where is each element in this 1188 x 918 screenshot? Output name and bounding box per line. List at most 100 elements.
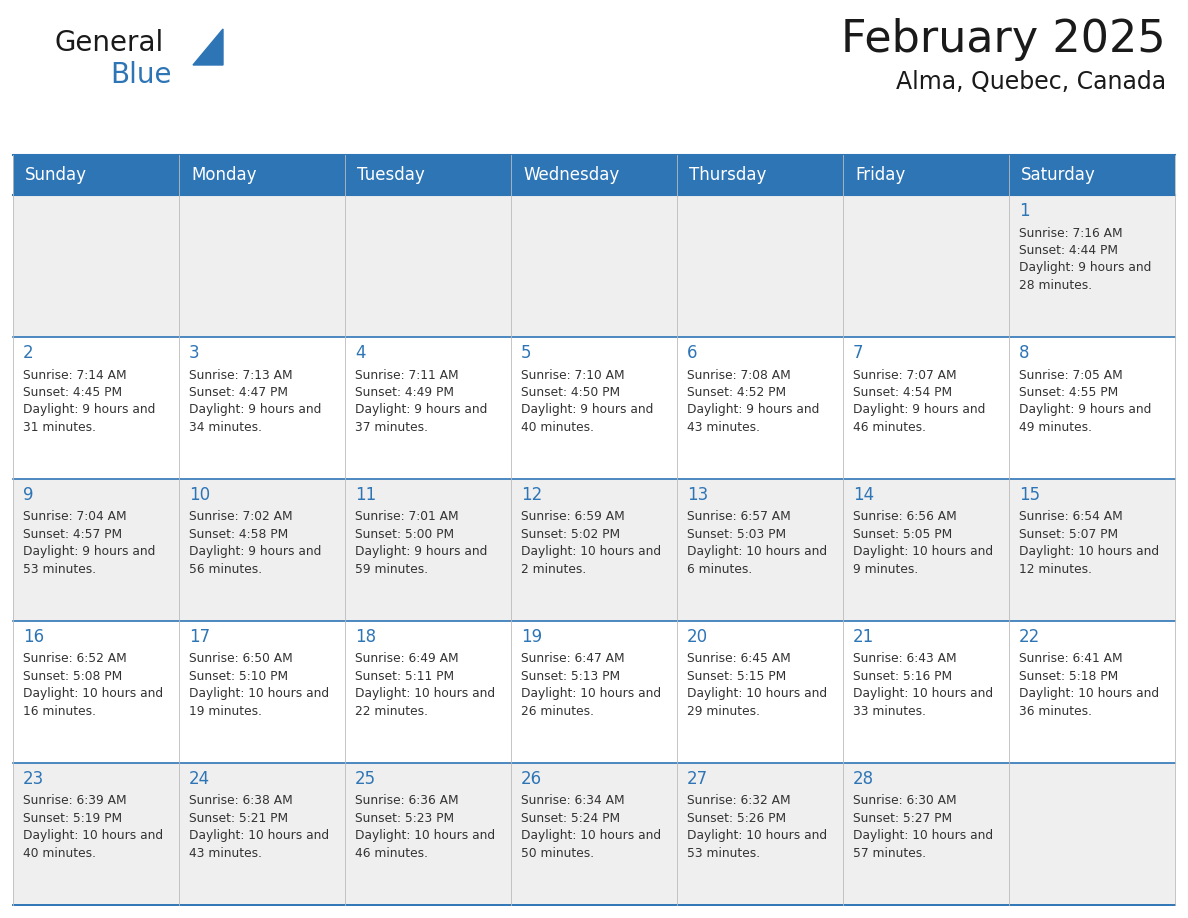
Text: Sunset: 4:49 PM: Sunset: 4:49 PM <box>355 386 454 399</box>
Text: Sunrise: 6:39 AM: Sunrise: 6:39 AM <box>23 794 127 808</box>
Text: 37 minutes.: 37 minutes. <box>355 421 428 434</box>
Text: Sunset: 5:16 PM: Sunset: 5:16 PM <box>853 670 952 683</box>
Bar <box>13 763 179 905</box>
Text: Daylight: 10 hours and: Daylight: 10 hours and <box>23 830 163 843</box>
Bar <box>511 763 677 905</box>
Text: Daylight: 10 hours and: Daylight: 10 hours and <box>687 830 827 843</box>
Text: Daylight: 10 hours and: Daylight: 10 hours and <box>23 688 163 700</box>
Bar <box>345 337 511 479</box>
Text: 10: 10 <box>189 486 210 504</box>
Bar <box>677 763 843 905</box>
Text: 2 minutes.: 2 minutes. <box>522 563 586 576</box>
Text: Daylight: 9 hours and: Daylight: 9 hours and <box>522 404 653 417</box>
Text: 21: 21 <box>853 628 874 646</box>
Text: 1: 1 <box>1019 202 1030 220</box>
Text: 12: 12 <box>522 486 542 504</box>
Text: 59 minutes.: 59 minutes. <box>355 563 428 576</box>
Text: Sunrise: 6:45 AM: Sunrise: 6:45 AM <box>687 653 791 666</box>
Text: Sunset: 5:26 PM: Sunset: 5:26 PM <box>687 812 786 825</box>
Text: 22: 22 <box>1019 628 1041 646</box>
Text: Daylight: 10 hours and: Daylight: 10 hours and <box>522 688 662 700</box>
Text: 53 minutes.: 53 minutes. <box>23 563 96 576</box>
Text: Sunset: 5:18 PM: Sunset: 5:18 PM <box>1019 670 1118 683</box>
Text: Daylight: 10 hours and: Daylight: 10 hours and <box>522 830 662 843</box>
Bar <box>843 763 1009 905</box>
Text: Sunset: 4:52 PM: Sunset: 4:52 PM <box>687 386 786 399</box>
Text: 14: 14 <box>853 486 874 504</box>
Text: Sunrise: 7:08 AM: Sunrise: 7:08 AM <box>687 368 791 382</box>
Text: Sunrise: 7:07 AM: Sunrise: 7:07 AM <box>853 368 956 382</box>
Text: 6: 6 <box>687 344 697 362</box>
Bar <box>511 479 677 621</box>
Text: Daylight: 9 hours and: Daylight: 9 hours and <box>1019 262 1151 274</box>
Text: Sunset: 5:08 PM: Sunset: 5:08 PM <box>23 670 122 683</box>
Text: Sunset: 5:10 PM: Sunset: 5:10 PM <box>189 670 289 683</box>
Text: Sunrise: 6:34 AM: Sunrise: 6:34 AM <box>522 794 625 808</box>
Text: 7: 7 <box>853 344 864 362</box>
Bar <box>345 195 511 337</box>
Text: Sunrise: 6:41 AM: Sunrise: 6:41 AM <box>1019 653 1123 666</box>
Text: 53 minutes.: 53 minutes. <box>687 847 760 860</box>
Bar <box>677 479 843 621</box>
Text: 20: 20 <box>687 628 708 646</box>
Text: 5: 5 <box>522 344 531 362</box>
Text: Sunrise: 7:11 AM: Sunrise: 7:11 AM <box>355 368 459 382</box>
Text: Sunrise: 6:30 AM: Sunrise: 6:30 AM <box>853 794 956 808</box>
Bar <box>13 155 179 195</box>
Bar <box>179 621 345 763</box>
Text: 27: 27 <box>687 770 708 788</box>
Text: Daylight: 10 hours and: Daylight: 10 hours and <box>355 688 495 700</box>
Bar <box>843 195 1009 337</box>
Text: Alma, Quebec, Canada: Alma, Quebec, Canada <box>896 70 1165 94</box>
Bar <box>511 621 677 763</box>
Text: Sunset: 4:47 PM: Sunset: 4:47 PM <box>189 386 287 399</box>
Text: Sunset: 5:02 PM: Sunset: 5:02 PM <box>522 528 620 541</box>
Text: 8: 8 <box>1019 344 1030 362</box>
Text: Sunrise: 6:47 AM: Sunrise: 6:47 AM <box>522 653 625 666</box>
Text: 29 minutes.: 29 minutes. <box>687 705 760 718</box>
Bar <box>13 195 179 337</box>
Text: Sunset: 4:45 PM: Sunset: 4:45 PM <box>23 386 122 399</box>
Text: 12 minutes.: 12 minutes. <box>1019 563 1092 576</box>
Text: Thursday: Thursday <box>689 166 766 184</box>
Bar <box>179 195 345 337</box>
Text: Tuesday: Tuesday <box>358 166 425 184</box>
Text: Sunrise: 7:14 AM: Sunrise: 7:14 AM <box>23 368 127 382</box>
Text: 28 minutes.: 28 minutes. <box>1019 279 1092 292</box>
Text: Sunset: 5:23 PM: Sunset: 5:23 PM <box>355 812 454 825</box>
Bar <box>1009 155 1175 195</box>
Bar <box>677 155 843 195</box>
Text: 16 minutes.: 16 minutes. <box>23 705 96 718</box>
Text: Daylight: 10 hours and: Daylight: 10 hours and <box>853 688 993 700</box>
Text: Sunset: 5:13 PM: Sunset: 5:13 PM <box>522 670 620 683</box>
Text: Daylight: 9 hours and: Daylight: 9 hours and <box>1019 404 1151 417</box>
Text: Sunrise: 6:38 AM: Sunrise: 6:38 AM <box>189 794 292 808</box>
Text: 17: 17 <box>189 628 210 646</box>
Text: Sunrise: 6:57 AM: Sunrise: 6:57 AM <box>687 510 791 523</box>
Text: 36 minutes.: 36 minutes. <box>1019 705 1092 718</box>
Bar <box>179 763 345 905</box>
Polygon shape <box>192 29 223 65</box>
Text: Daylight: 10 hours and: Daylight: 10 hours and <box>1019 545 1159 558</box>
Text: 26: 26 <box>522 770 542 788</box>
Text: General: General <box>55 29 164 57</box>
Bar <box>677 621 843 763</box>
Bar <box>511 195 677 337</box>
Text: 43 minutes.: 43 minutes. <box>189 847 263 860</box>
Text: Daylight: 10 hours and: Daylight: 10 hours and <box>687 545 827 558</box>
Text: 3: 3 <box>189 344 200 362</box>
Text: 25: 25 <box>355 770 377 788</box>
Text: Daylight: 10 hours and: Daylight: 10 hours and <box>687 688 827 700</box>
Text: Sunrise: 6:56 AM: Sunrise: 6:56 AM <box>853 510 956 523</box>
Text: Sunset: 5:21 PM: Sunset: 5:21 PM <box>189 812 289 825</box>
Text: Daylight: 10 hours and: Daylight: 10 hours and <box>522 545 662 558</box>
Text: 24: 24 <box>189 770 210 788</box>
Bar <box>179 479 345 621</box>
Bar <box>511 337 677 479</box>
Text: Daylight: 9 hours and: Daylight: 9 hours and <box>853 404 985 417</box>
Bar <box>13 621 179 763</box>
Text: 28: 28 <box>853 770 874 788</box>
Bar <box>345 155 511 195</box>
Text: Sunrise: 7:04 AM: Sunrise: 7:04 AM <box>23 510 127 523</box>
Text: 31 minutes.: 31 minutes. <box>23 421 96 434</box>
